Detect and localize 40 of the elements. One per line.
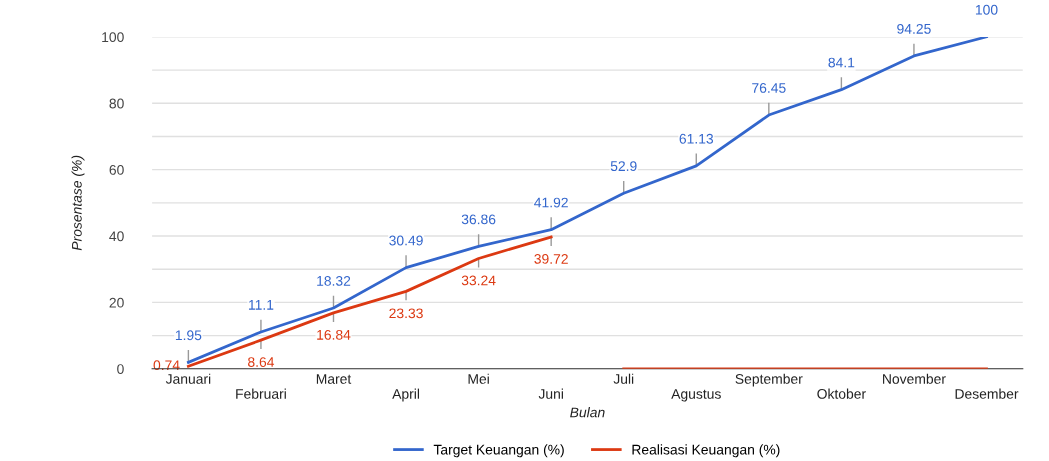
data-label: 1.95 — [175, 330, 202, 341]
data-label: 11.1 — [249, 300, 274, 310]
data-label: 84.1 — [828, 57, 855, 68]
x-tick-label: Februari — [236, 388, 286, 399]
x-axis-title: Bulan — [570, 407, 605, 418]
y-tick-label: 60 — [109, 164, 124, 175]
data-label: 41.92 — [534, 197, 568, 208]
y-tick-label: 40 — [109, 231, 124, 242]
legend-label: Target Keuangan (%) — [433, 444, 564, 458]
x-tick-label: April — [392, 388, 420, 402]
x-tick-label: Maret — [316, 374, 352, 384]
data-label: 23.33 — [389, 308, 423, 319]
data-label: 76.45 — [752, 83, 786, 93]
y-tick-label: 20 — [109, 297, 124, 308]
y-tick-label: 80 — [109, 98, 124, 109]
x-tick-label: Juni — [538, 388, 563, 399]
x-tick-label: Januari — [165, 373, 211, 384]
data-label: 16.84 — [317, 329, 351, 340]
y-tick-label: 100 — [102, 32, 124, 43]
data-label: 30.49 — [389, 235, 423, 246]
data-label: 52.9 — [610, 161, 637, 172]
data-label: 100 — [975, 4, 998, 15]
data-label: 94.25 — [897, 23, 931, 34]
data-label: 39.72 — [534, 253, 568, 264]
legend-label: Realisasi Keuangan (%) — [632, 444, 780, 458]
data-label: 36.86 — [461, 214, 496, 225]
x-tick-label: November — [883, 373, 946, 384]
x-tick-label: Juli — [613, 373, 634, 384]
data-label: 61.13 — [679, 133, 714, 144]
x-tick-label: Oktober — [817, 388, 866, 399]
data-label: 8.64 — [248, 357, 275, 367]
data-label: 33.24 — [461, 275, 496, 286]
x-tick-label: Agustus — [671, 389, 721, 402]
y-axis-title: Prosentase (%) — [71, 155, 85, 251]
x-tick-label: Mei — [468, 373, 489, 384]
x-tick-label: September — [735, 373, 803, 387]
data-label: 0.74 — [153, 360, 180, 371]
x-tick-label: Desember — [955, 388, 1019, 399]
data-label: 18.32 — [317, 275, 351, 286]
y-tick-label: 0 — [117, 364, 124, 374]
